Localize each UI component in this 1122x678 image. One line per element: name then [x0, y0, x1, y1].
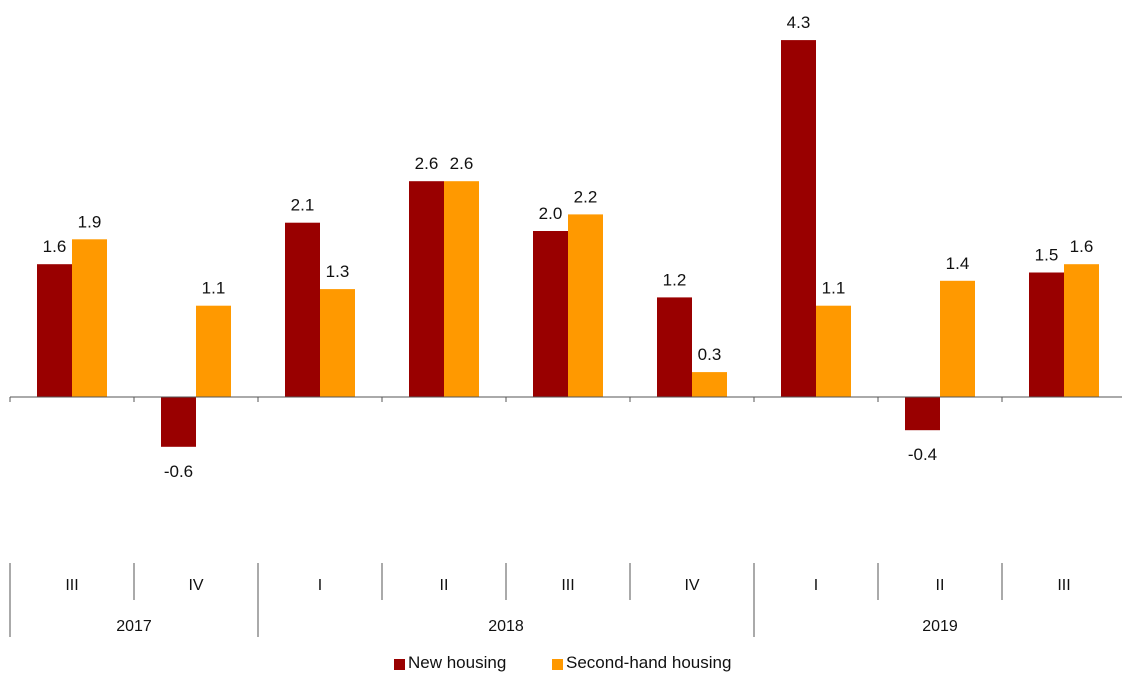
quarter-label-1: IV: [188, 577, 203, 594]
value-label-new-housing-4: 2.0: [539, 204, 563, 223]
bar-new-housing-4: [533, 231, 568, 397]
bar-new-housing-0: [37, 264, 72, 397]
value-label-second-hand-housing-2: 1.3: [326, 262, 350, 281]
value-label-second-hand-housing-7: 1.4: [946, 254, 970, 273]
quarter-label-2: I: [318, 577, 322, 594]
legend-label-new-housing: New housing: [408, 653, 506, 672]
year-label-2019: 2019: [922, 618, 958, 635]
bar-second-hand-housing-3: [444, 181, 479, 397]
value-label-new-housing-6: 4.3: [787, 13, 811, 32]
quarter-label-3: II: [440, 577, 449, 594]
zero-axis-ticks: [9, 397, 1003, 402]
value-label-new-housing-5: 1.2: [663, 270, 687, 289]
value-label-new-housing-8: 1.5: [1035, 246, 1059, 265]
value-label-second-hand-housing-6: 1.1: [822, 279, 846, 298]
value-label-new-housing-7: -0.4: [908, 445, 937, 464]
quarter-label-0: III: [65, 577, 78, 594]
bar-second-hand-housing-7: [940, 280, 975, 397]
value-label-new-housing-2: 2.1: [291, 196, 315, 215]
quarter-label-7: II: [936, 577, 945, 594]
bar-new-housing-7: [905, 397, 940, 431]
bar-new-housing-6: [781, 40, 816, 397]
value-label-second-hand-housing-1: 1.1: [202, 279, 226, 298]
legend-swatch-new-housing: [394, 659, 405, 670]
bar-new-housing-2: [285, 222, 320, 397]
quarter-label-5: IV: [684, 577, 699, 594]
bar-second-hand-housing-1: [196, 305, 231, 397]
legend-swatch-second-hand-housing: [552, 659, 563, 670]
bars-layer: [37, 40, 1099, 447]
bar-second-hand-housing-2: [320, 289, 355, 397]
bar-new-housing-5: [657, 297, 692, 397]
legend: New housing Second-hand housing: [394, 653, 731, 672]
value-label-second-hand-housing-4: 2.2: [574, 187, 598, 206]
value-label-new-housing-1: -0.6: [164, 462, 193, 481]
year-label-2017: 2017: [116, 618, 152, 635]
bar-second-hand-housing-8: [1064, 264, 1099, 397]
legend-label-second-hand-housing: Second-hand housing: [566, 653, 731, 672]
value-label-second-hand-housing-8: 1.6: [1070, 237, 1094, 256]
bar-second-hand-housing-0: [72, 239, 107, 397]
value-label-second-hand-housing-3: 2.6: [450, 154, 474, 173]
value-label-new-housing-0: 1.6: [43, 237, 67, 256]
year-label-2018: 2018: [488, 618, 524, 635]
quarter-label-4: III: [561, 577, 574, 594]
bar-new-housing-3: [409, 181, 444, 397]
bar-second-hand-housing-5: [692, 372, 727, 397]
value-label-new-housing-3: 2.6: [415, 154, 439, 173]
value-label-second-hand-housing-5: 0.3: [698, 345, 722, 364]
value-labels-layer: 1.6 1.9 -0.6 1.1 2.1 1.3 2.6 2.6 2.0 2.2 1.2 0.3 4.3…: [43, 13, 1094, 481]
value-label-second-hand-housing-0: 1.9: [78, 212, 102, 231]
quarter-label-6: I: [814, 577, 818, 594]
quarter-label-8: III: [1057, 577, 1070, 594]
bar-new-housing-1: [161, 397, 196, 447]
bar-second-hand-housing-6: [816, 305, 851, 397]
bar-second-hand-housing-4: [568, 214, 603, 397]
bar-new-housing-8: [1029, 272, 1064, 397]
